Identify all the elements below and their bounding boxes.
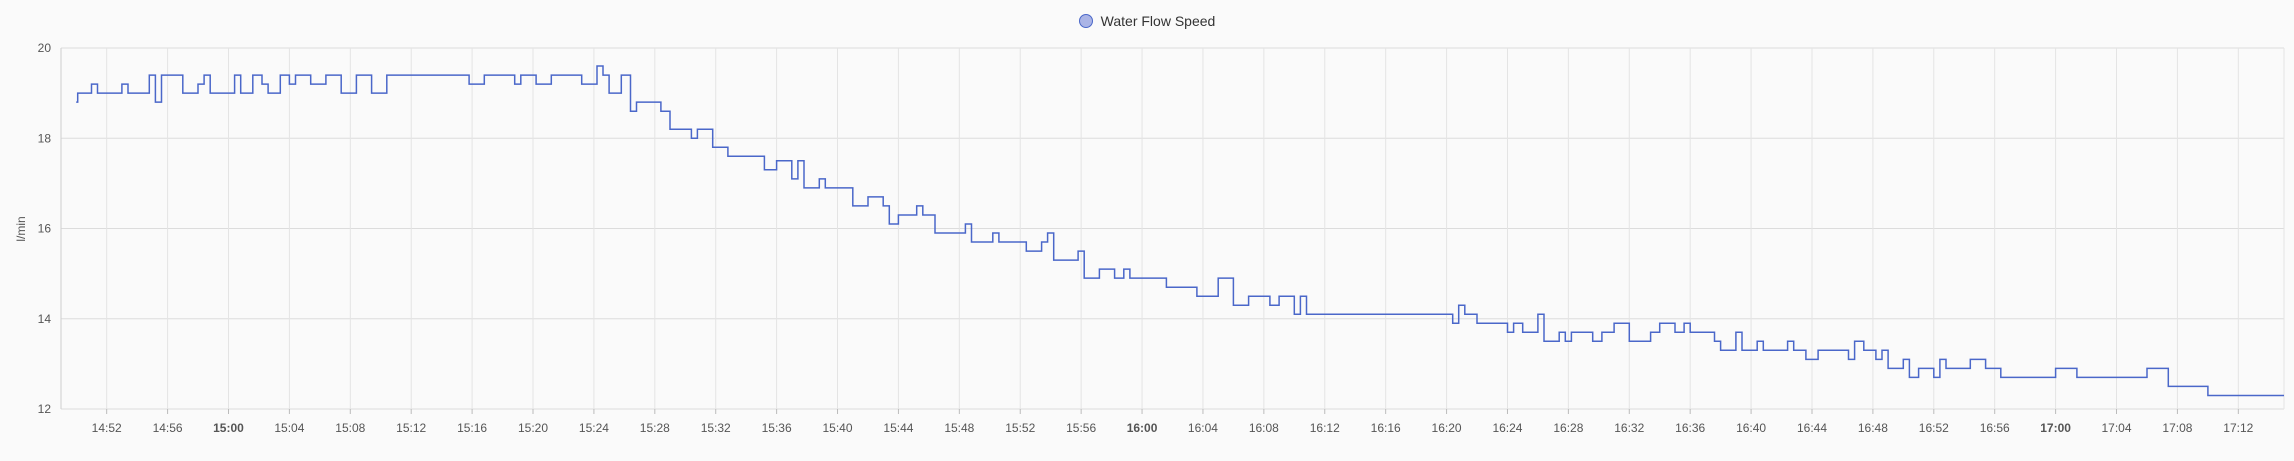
x-tick-label: 16:44 <box>1797 421 1827 435</box>
legend-swatch-icon <box>1078 14 1093 28</box>
y-axis-label: l/min <box>14 216 28 241</box>
x-tick-label: 15:08 <box>335 421 365 435</box>
x-tick-label: 16:12 <box>1310 421 1340 435</box>
y-tick-label: 20 <box>38 41 52 55</box>
x-tick-label: 15:48 <box>944 421 974 435</box>
x-tick-label: 16:32 <box>1614 421 1644 435</box>
legend-label: Water Flow Speed <box>1100 13 1216 29</box>
series-line <box>76 65 2284 397</box>
x-tick-label: 15:12 <box>396 421 426 435</box>
x-tick-label: 15:24 <box>579 421 609 435</box>
x-tick-label: 15:28 <box>640 421 670 435</box>
x-tick-label: 15:32 <box>701 421 731 435</box>
grid-lines <box>61 47 2284 410</box>
x-tick-label: 16:16 <box>1371 421 1401 435</box>
y-tick-label: 14 <box>38 312 52 326</box>
x-tick-label: 15:00 <box>213 421 244 435</box>
x-tick-label: 17:08 <box>2162 421 2192 435</box>
x-tick-label: 15:16 <box>457 421 487 435</box>
series-layer <box>76 65 2284 397</box>
x-tick-label: 17:12 <box>2223 421 2253 435</box>
x-tick-label: 16:36 <box>1675 421 1705 435</box>
y-tick-label: 16 <box>38 222 52 236</box>
x-tick-label: 17:04 <box>2101 421 2131 435</box>
x-tick-label: 15:20 <box>518 421 548 435</box>
x-tick-label: 15:36 <box>762 421 792 435</box>
x-tick-label: 16:52 <box>1919 421 1949 435</box>
x-tick-label: 16:20 <box>1432 421 1462 435</box>
y-tick-label: 12 <box>38 402 52 416</box>
x-tick-label: 15:52 <box>1005 421 1035 435</box>
x-tick-label: 15:04 <box>274 421 304 435</box>
x-tick-label: 14:56 <box>153 421 183 435</box>
y-tick-label: 18 <box>38 131 52 145</box>
x-tick-label: 16:00 <box>1127 421 1158 435</box>
x-tick-label: 15:56 <box>1066 421 1096 435</box>
x-tick-label: 16:28 <box>1553 421 1583 435</box>
x-tick-label: 16:08 <box>1249 421 1279 435</box>
x-tick-label: 15:40 <box>823 421 853 435</box>
x-tick-label: 17:00 <box>2040 421 2071 435</box>
x-tick-label: 16:04 <box>1188 421 1218 435</box>
axes: 12 14 16 18 20 14:52 14:56 15:00 15:04 15:08 15:12… <box>38 41 2285 435</box>
x-tick-label: 16:48 <box>1858 421 1888 435</box>
legend[interactable]: Water Flow Speed <box>0 13 2294 29</box>
x-tick-label: 16:24 <box>1492 421 1522 435</box>
x-tick-label: 16:56 <box>1980 421 2010 435</box>
x-tick-label: 16:40 <box>1736 421 1766 435</box>
x-tick-label: 14:52 <box>92 421 122 435</box>
x-tick-label: 15:44 <box>883 421 913 435</box>
